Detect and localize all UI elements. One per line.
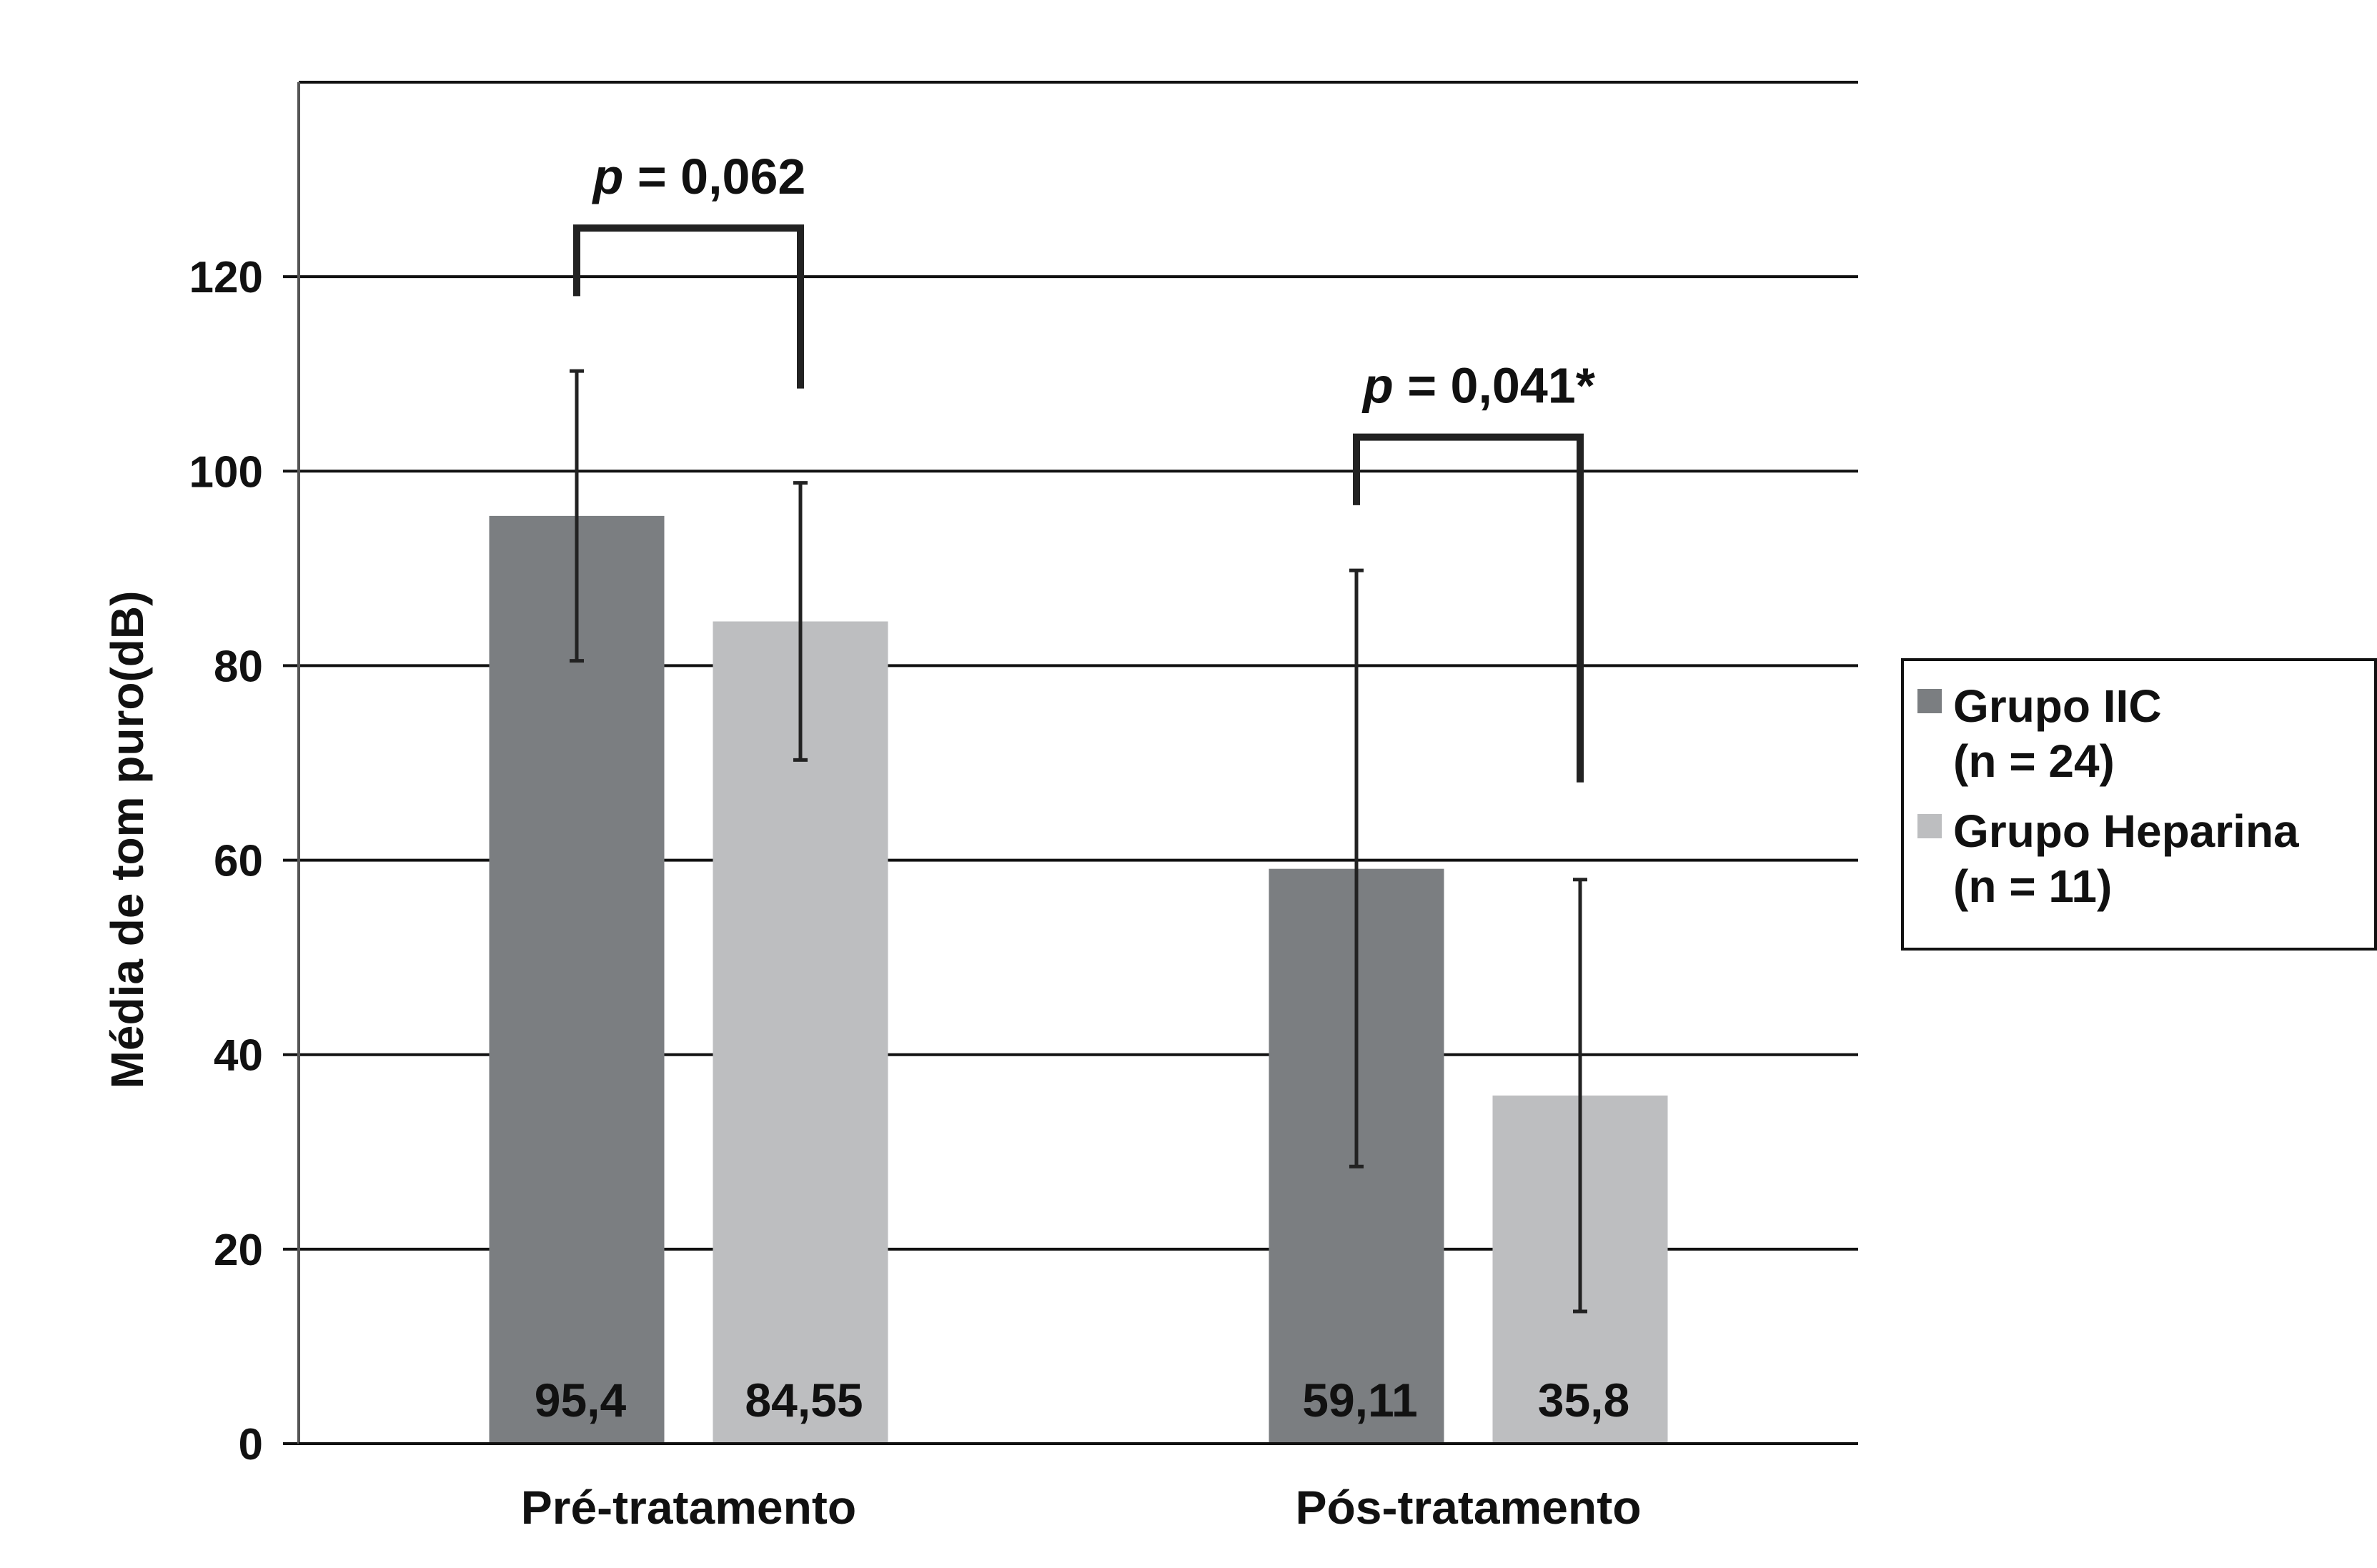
p-value-label: p = 0,062 xyxy=(592,149,806,204)
x-category-labels: Pré-tratamento Pós-tratamento xyxy=(521,1481,1642,1534)
y-axis-title: Média de tom puro(dB) xyxy=(101,591,153,1089)
y-tick-label: 20 xyxy=(214,1226,263,1275)
legend-label-n: (n = 11) xyxy=(1953,860,2112,912)
legend-label: Grupo IIC xyxy=(1953,680,2162,732)
legend-box xyxy=(1901,658,2377,951)
p-symbol: p xyxy=(592,149,624,204)
y-tick-labels: 0 20 40 60 80 100 120 xyxy=(189,253,263,1469)
y-tick-label: 0 xyxy=(239,1420,263,1469)
axes xyxy=(283,82,1858,1445)
x-category-label: Pós-tratamento xyxy=(1295,1481,1641,1534)
error-bars xyxy=(570,369,1587,1314)
bars xyxy=(489,515,1668,1444)
data-label: 84,55 xyxy=(745,1374,863,1426)
legend-label: Grupo Heparina xyxy=(1953,805,2299,857)
x-category-label: Pré-tratamento xyxy=(521,1481,856,1534)
y-tick-label: 100 xyxy=(189,447,263,497)
p-value-label: p = 0,041* xyxy=(1361,358,1596,414)
p-value-text: = 0,041* xyxy=(1394,358,1596,414)
legend: Grupo IIC(n = 24) Grupo Heparina(n = 11) xyxy=(1901,658,2377,951)
data-label: 35,8 xyxy=(1538,1374,1629,1426)
bar xyxy=(489,515,665,1444)
significance-bracket xyxy=(573,224,804,389)
legend-label-n: (n = 24) xyxy=(1953,735,2115,787)
legend-swatch xyxy=(1917,689,1942,713)
legend-swatch xyxy=(1917,814,1942,838)
data-labels: 95,4 84,55 59,11 35,8 xyxy=(535,1374,1629,1426)
y-tick-label: 40 xyxy=(214,1031,263,1081)
y-tick-label: 120 xyxy=(189,253,263,302)
p-symbol: p xyxy=(1361,358,1394,414)
p-value-text: = 0,062 xyxy=(623,149,805,204)
significance-bracket xyxy=(1353,433,1584,783)
data-label: 95,4 xyxy=(535,1374,627,1426)
y-tick-label: 80 xyxy=(214,642,263,691)
y-tick-label: 60 xyxy=(214,837,263,886)
data-label: 59,11 xyxy=(1302,1374,1418,1426)
